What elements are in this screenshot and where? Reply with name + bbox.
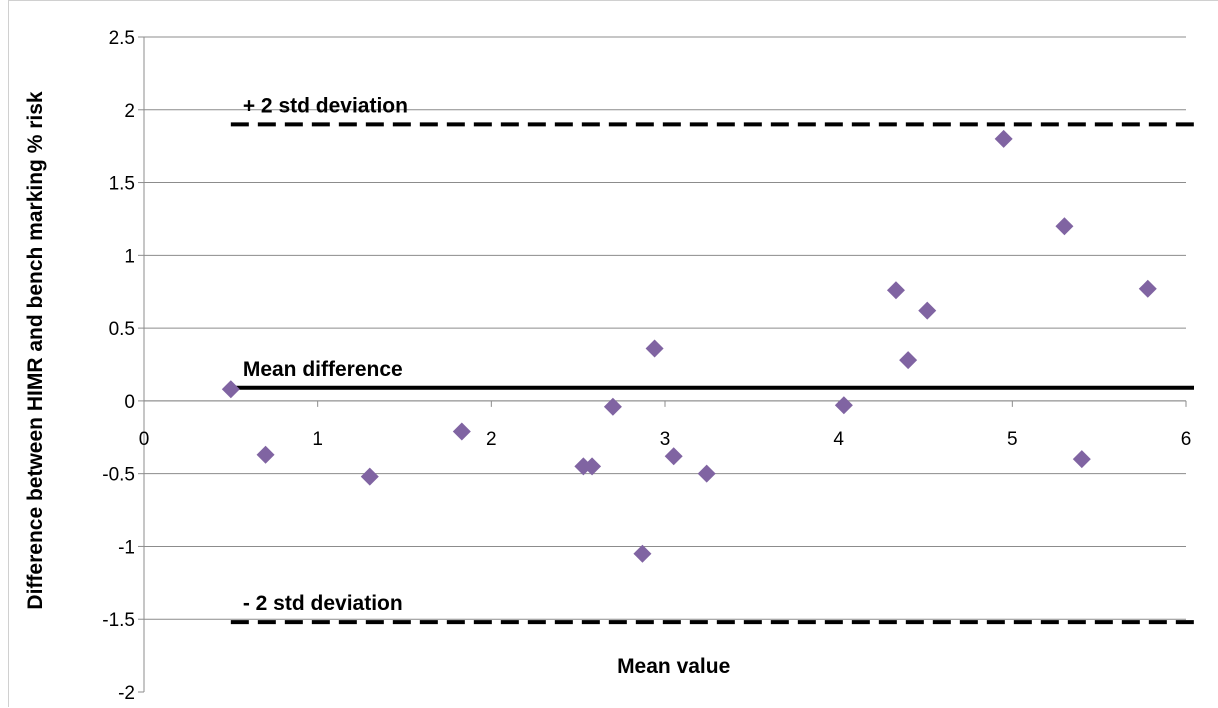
data-point — [603, 397, 622, 416]
y-tick-label: -2 — [118, 683, 135, 704]
data-point — [645, 339, 664, 358]
data-point — [886, 281, 905, 300]
data-point — [834, 396, 853, 415]
y-tick-label: 2 — [124, 101, 135, 122]
data-point — [697, 464, 716, 483]
y-tick-label: 1 — [124, 246, 135, 267]
y-tick-label: -1.5 — [102, 610, 135, 631]
x-tick-label: 6 — [1181, 429, 1192, 450]
x-tick-label: 1 — [312, 429, 323, 450]
x-axis-title: Mean value — [617, 655, 730, 678]
y-tick-label: -0.5 — [102, 465, 135, 486]
scatter-chart: + 2 std deviation Mean difference - 2 std … — [24, 28, 1194, 704]
axes — [138, 36, 1187, 693]
y-tick-label: 1.5 — [109, 174, 135, 195]
data-point — [1055, 217, 1074, 236]
x-tick-label: 3 — [660, 429, 671, 450]
x-tick-label: 4 — [833, 429, 844, 450]
x-tick-label: 2 — [486, 429, 497, 450]
y-tick-label: 0.5 — [109, 319, 135, 340]
reference-lines: + 2 std deviation Mean difference - 2 std … — [230, 94, 1194, 625]
data-point — [1138, 279, 1157, 298]
chart-frame: + 2 std deviation Mean difference - 2 std … — [8, 0, 1218, 707]
x-tick-label: 0 — [139, 429, 150, 450]
y-tick-label: -1 — [118, 537, 135, 558]
data-point — [452, 422, 471, 441]
data-point — [1072, 450, 1091, 469]
data-point — [918, 301, 937, 320]
data-point — [664, 447, 683, 466]
data-point — [360, 467, 379, 486]
data-point — [583, 457, 602, 476]
data-point — [256, 445, 275, 464]
reference-line-label: + 2 std deviation — [243, 94, 408, 117]
data-point — [633, 544, 652, 563]
data-point — [221, 380, 240, 399]
data-point — [994, 129, 1013, 148]
tick-labels: 2.521.510.50-0.5-1-1.5-20 1 2 3 4 5 6 — [102, 28, 1191, 704]
reference-line-label: - 2 std deviation — [243, 592, 403, 615]
data-points — [221, 129, 1157, 563]
reference-line-label: Mean difference — [243, 358, 403, 381]
x-tick-label: 5 — [1007, 429, 1018, 450]
y-tick-label: 0 — [124, 392, 135, 413]
data-point — [899, 351, 918, 370]
y-axis-title: Difference between HIMR and bench markin… — [24, 91, 47, 609]
y-tick-label: 2.5 — [109, 28, 135, 49]
